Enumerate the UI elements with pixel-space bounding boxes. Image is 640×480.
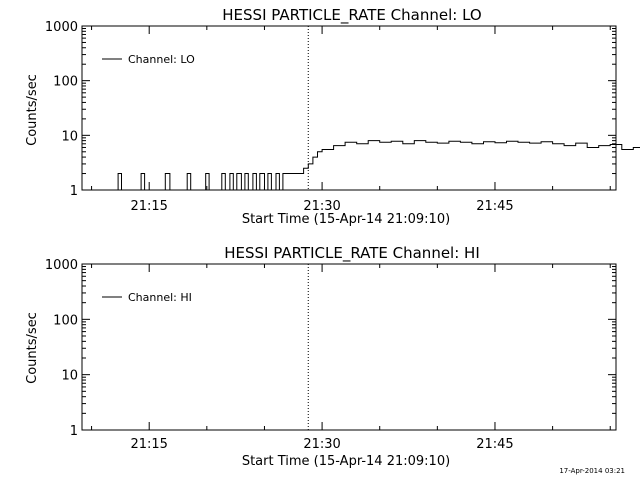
chart-lo-y-axis: 1 10 100 1000: [45, 20, 616, 199]
chart-hi-reference-lines: [307, 264, 309, 430]
chart-hi-title: HESSI PARTICLE_RATE Channel: HI: [224, 244, 480, 263]
chart-lo-y-label: Counts/sec: [25, 74, 40, 146]
chart-lo-reference-lines: [307, 26, 309, 190]
chart-hi-x-tick-label: 21:45: [476, 437, 513, 452]
chart-lo-x-label: Start Time (15-Apr-14 21:09:10): [242, 212, 450, 227]
chart-hi: HESSI PARTICLE_RATE Channel: HI Counts/s…: [25, 244, 617, 469]
chart-hi-y-tick-label: 100: [53, 313, 78, 328]
chart-lo-legend-label: Channel: LO: [128, 53, 195, 66]
chart-lo-x-tick-label: 21:30: [303, 199, 340, 214]
chart-hi-legend-label: Channel: HI: [128, 291, 192, 304]
chart-lo: HESSI PARTICLE_RATE Channel: LO Counts/s…: [25, 6, 640, 227]
chart-hi-y-axis: 1 10 100 1000: [45, 258, 616, 439]
chart-lo-y-tick-label: 1000: [45, 20, 78, 35]
chart-hi-y-tick-label: 1000: [45, 258, 78, 273]
chart-hi-x-tick-label: 21:30: [303, 437, 340, 452]
chart-lo-y-tick-label: 1: [70, 184, 78, 199]
chart-lo-y-tick-label: 100: [53, 75, 78, 90]
chart-lo-y-tick-label: 10: [61, 129, 78, 144]
chart-lo-series-line: [114, 140, 640, 191]
chart-hi-plot-frame: [81, 263, 617, 431]
chart-lo-title: HESSI PARTICLE_RATE Channel: LO: [222, 6, 481, 25]
chart-hi-y-tick-label: 10: [61, 369, 78, 384]
chart-hi-x-label: Start Time (15-Apr-14 21:09:10): [242, 454, 450, 469]
chart-lo-x-tick-label: 21:15: [130, 199, 167, 214]
chart-hi-y-label: Counts/sec: [25, 312, 40, 384]
generation-timestamp: 17-Apr-2014 03:21: [559, 467, 625, 475]
chart-hi-y-tick-label: 1: [70, 424, 78, 439]
chart-hi-x-tick-label: 21:15: [130, 437, 167, 452]
chart-lo-x-tick-label: 21:45: [476, 199, 513, 214]
chart-lo-plot-frame: [81, 25, 617, 191]
